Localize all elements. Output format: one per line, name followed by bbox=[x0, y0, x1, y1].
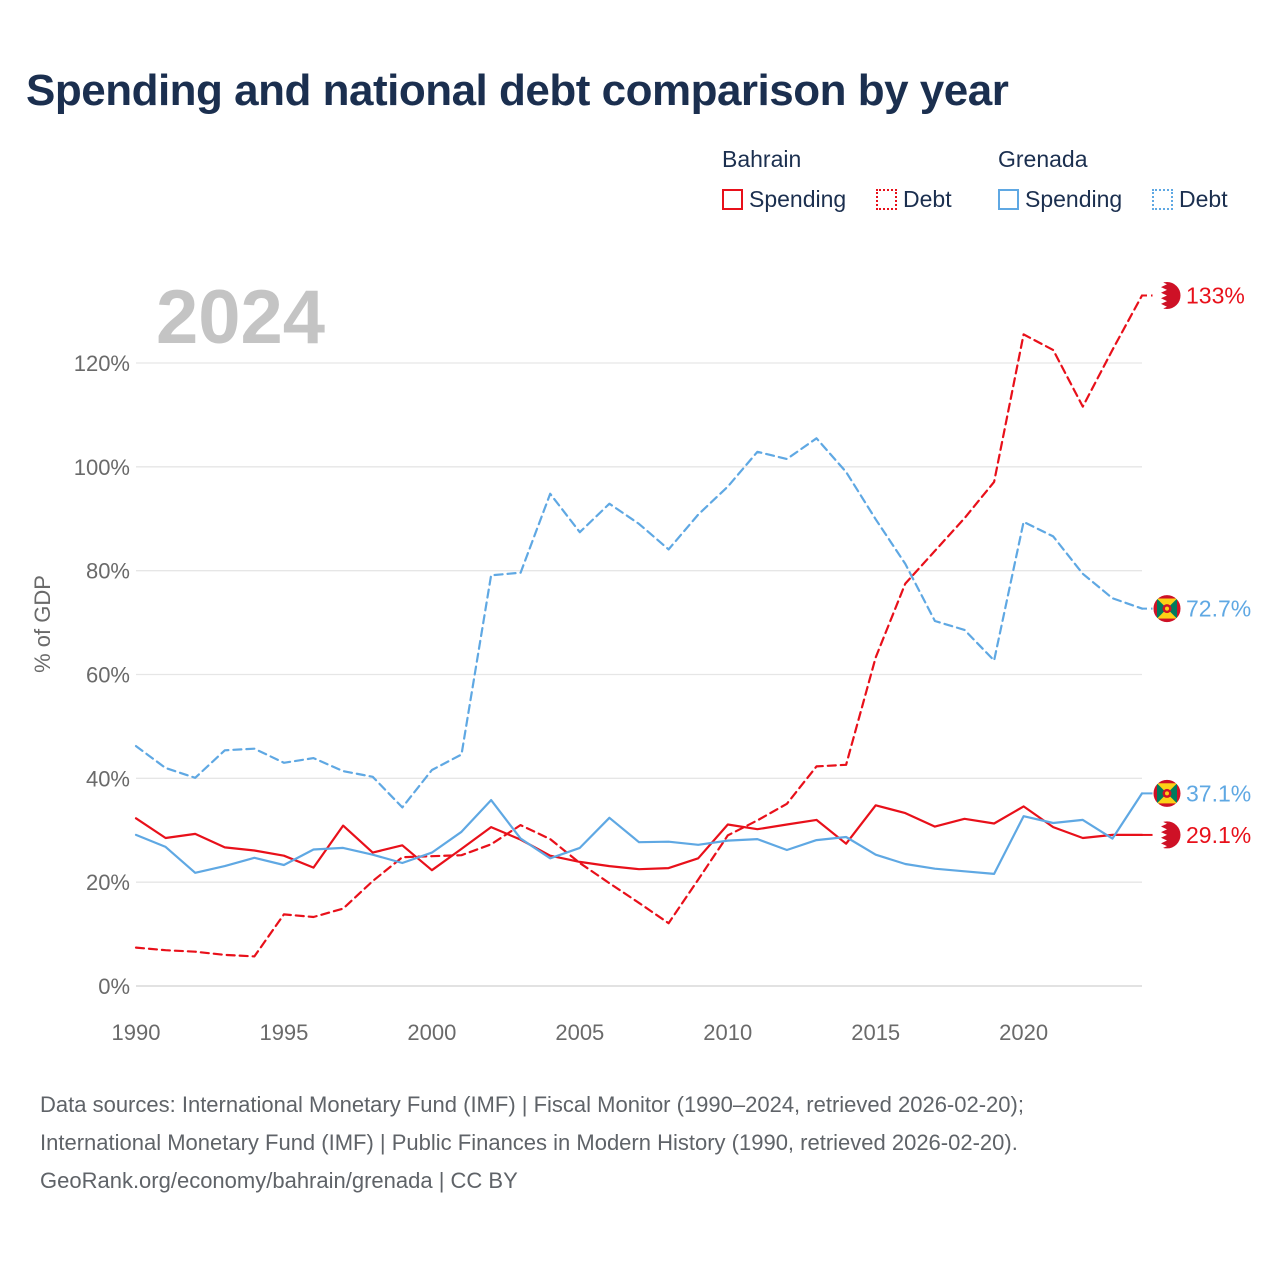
x-tick-label: 1995 bbox=[259, 1020, 308, 1045]
y-tick-label: 80% bbox=[86, 559, 130, 584]
y-tick-label: 40% bbox=[86, 766, 130, 791]
legend-item-grenada-debt[interactable]: Debt bbox=[1152, 186, 1228, 213]
legend-swatch-dotted bbox=[1152, 189, 1173, 210]
legend-swatch-dotted bbox=[876, 189, 897, 210]
series-line-grenada-spending[interactable] bbox=[134, 792, 1144, 876]
legend-swatch-solid bbox=[998, 189, 1019, 210]
year-watermark: 2024 bbox=[156, 275, 325, 360]
legend-item-label: Debt bbox=[903, 186, 952, 212]
chart-title: Spending and national debt comparison by… bbox=[26, 66, 1009, 115]
series-line-bahrain-spending[interactable] bbox=[134, 804, 1144, 872]
series-line-grenada-debt[interactable] bbox=[134, 437, 1144, 809]
source-line-1: Data sources: International Monetary Fun… bbox=[40, 1092, 1024, 1117]
grenada-flag-icon bbox=[1152, 778, 1182, 808]
grenada-flag-icon bbox=[1152, 594, 1182, 624]
source-link[interactable]: GeoRank.org/economy/bahrain/grenada | CC… bbox=[40, 1168, 518, 1193]
source-note: Data sources: International Monetary Fun… bbox=[40, 1086, 1024, 1200]
legend-swatch-solid bbox=[722, 189, 743, 210]
legend-group-name: Grenada bbox=[998, 146, 1088, 172]
line-chart: 0% 20% 40% 60% 80% 100% 120% 1990 1995 2000 2005 20… bbox=[30, 275, 1251, 1045]
x-tick-label: 2010 bbox=[703, 1020, 752, 1045]
end-value-label: 72.7% bbox=[1186, 596, 1251, 622]
bahrain-flag-icon bbox=[1152, 281, 1182, 311]
source-line-2: International Monetary Fund (IMF) | Publ… bbox=[40, 1130, 1018, 1155]
bahrain-flag-icon bbox=[1152, 820, 1182, 850]
legend-group-name: Bahrain bbox=[722, 146, 802, 172]
x-tick-label: 2020 bbox=[999, 1020, 1048, 1045]
end-value-label: 29.1% bbox=[1186, 822, 1251, 848]
series-line-bahrain-debt[interactable] bbox=[134, 294, 1144, 958]
y-tick-label: 120% bbox=[74, 351, 130, 376]
x-tick-label: 2015 bbox=[851, 1020, 900, 1045]
end-value-label: 133% bbox=[1186, 283, 1245, 309]
legend-item-grenada-spending[interactable]: Spending bbox=[998, 186, 1122, 213]
legend-item-label: Spending bbox=[749, 186, 847, 212]
legend-group-grenada: Grenada Spending Debt bbox=[998, 146, 1258, 226]
y-tick-label: 20% bbox=[86, 870, 130, 895]
x-tick-label: 2005 bbox=[555, 1020, 604, 1045]
legend-item-label: Debt bbox=[1179, 186, 1228, 212]
y-tick-label: 60% bbox=[86, 663, 130, 688]
end-value-label: 37.1% bbox=[1186, 780, 1251, 806]
y-tick-label: 0% bbox=[98, 974, 130, 999]
x-tick-label: 2000 bbox=[407, 1020, 456, 1045]
legend-item-bahrain-spending[interactable]: Spending bbox=[722, 186, 846, 213]
legend-item-label: Spending bbox=[1025, 186, 1123, 212]
x-tick-label: 1990 bbox=[112, 1020, 161, 1045]
legend-item-bahrain-debt[interactable]: Debt bbox=[876, 186, 952, 213]
y-axis-label: % of GDP bbox=[30, 575, 55, 673]
legend-group-bahrain: Bahrain Spending Debt bbox=[722, 146, 972, 226]
y-tick-label: 100% bbox=[74, 455, 130, 480]
